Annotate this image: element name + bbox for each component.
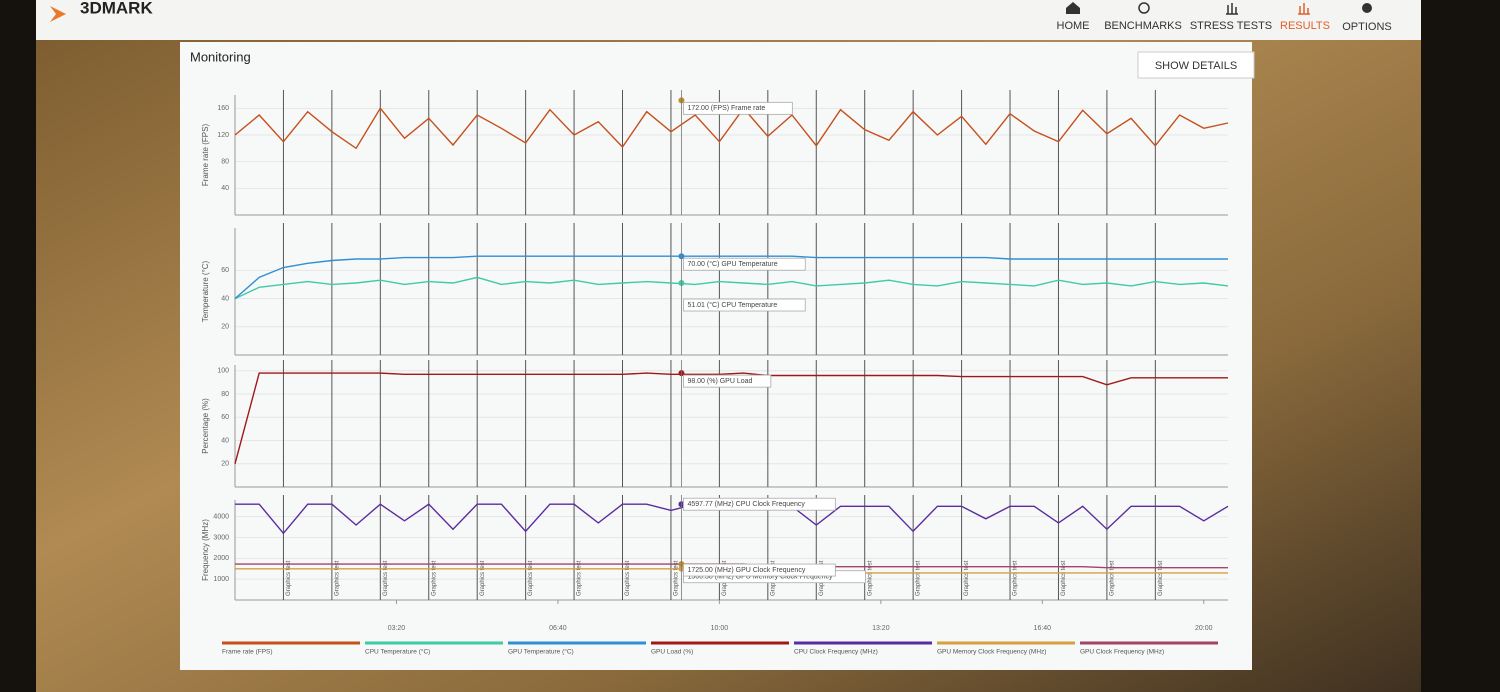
y-tick-label: 40 (221, 295, 229, 302)
x-tick-label: 10:00 (711, 625, 729, 632)
test-marker-label: Graphics test (431, 560, 437, 596)
legend-label: Frame rate (FPS) (222, 649, 273, 656)
test-marker-label: Graphics test (286, 560, 292, 596)
tooltip-box (683, 563, 836, 577)
y-tick-label: 120 (217, 132, 229, 139)
series-line (234, 372, 1228, 464)
y-axis-title: Temperature (°C) (201, 260, 210, 322)
tooltip-box (683, 101, 793, 115)
test-marker-label: Graphics test (577, 560, 583, 596)
legend-label: CPU Temperature (°C) (365, 648, 430, 656)
tooltip-text: 1725.00 (MHz) GPU Clock Frequency (687, 567, 805, 574)
show-details-label[interactable]: SHOW DETAILS (1155, 60, 1237, 72)
x-tick-label: 13:20 (872, 625, 890, 632)
nav-item[interactable]: BENCHMARKS (1104, 20, 1182, 32)
panel-title: Monitoring (190, 49, 251, 64)
x-tick-label: 20:00 (1195, 625, 1213, 632)
logo: 3DMARK (80, 0, 153, 17)
x-tick-label: 03:20 (388, 625, 406, 632)
benchmarks-icon (1138, 2, 1150, 14)
y-tick-label: 3000 (213, 534, 229, 541)
options-icon (1362, 3, 1372, 13)
legend-label: GPU Load (%) (651, 649, 693, 656)
y-tick-label: 80 (221, 159, 229, 166)
series-line (234, 255, 1228, 300)
tooltip-text: 98.00 (%) GPU Load (687, 378, 752, 385)
test-marker-label: Graphics test (625, 560, 631, 596)
test-marker-label: Graphics test (480, 560, 486, 596)
home-icon (1066, 2, 1080, 14)
series-line (234, 276, 1229, 300)
test-marker-label: Graphics test (383, 560, 389, 596)
y-tick-label: 2000 (213, 555, 229, 562)
tooltip-text: 172.00 (FPS) Frame rate (687, 105, 765, 112)
tooltip-text: 4597.77 (MHz) CPU Clock Frequency (687, 501, 805, 508)
nav-item[interactable]: HOME (1057, 20, 1090, 32)
nav-item[interactable]: OPTIONS (1342, 21, 1392, 33)
stress-icon (1226, 3, 1238, 15)
show-details-button[interactable] (1137, 51, 1255, 79)
tooltip-text: 51.01 (°C) CPU Temperature (687, 301, 777, 309)
x-tick-label: 06:40 (549, 625, 567, 632)
test-marker-label: Graphics test (1109, 560, 1115, 596)
tooltip-box (683, 497, 836, 511)
tooltip-box (683, 374, 772, 388)
tooltip-box (683, 257, 806, 271)
test-marker-label: Graphics test (964, 560, 970, 596)
y-axis-title: Percentage (%) (201, 398, 210, 454)
y-tick-label: 20 (221, 324, 229, 331)
nav-bar (36, 0, 1421, 40)
y-tick-label: 40 (221, 437, 229, 444)
test-marker-label: Graphics test (916, 560, 922, 596)
y-tick-label: 60 (221, 267, 229, 274)
test-marker-label: Graphics test (528, 560, 534, 596)
y-tick-label: 1000 (213, 576, 229, 583)
series-line (234, 107, 1229, 150)
logo-icon (50, 6, 66, 22)
test-marker-label: Graphics test (334, 560, 340, 596)
legend-label: GPU Temperature (°C) (508, 648, 574, 656)
test-marker-label: Graphics test (1061, 560, 1067, 596)
legend-label: GPU Memory Clock Frequency (MHz) (937, 649, 1046, 656)
tooltip-text: 70.00 (°C) GPU Temperature (687, 260, 777, 268)
tooltip-box (683, 298, 806, 312)
y-axis-title: Frequency (MHz) (201, 519, 210, 581)
legend-label: GPU Clock Frequency (MHz) (1080, 649, 1164, 656)
test-marker-label: Graphics test (1158, 560, 1164, 596)
test-marker-label: Graphics test (674, 560, 680, 596)
y-tick-label: 60 (221, 414, 229, 421)
nav-item[interactable]: RESULTS (1280, 20, 1330, 32)
y-tick-label: 80 (221, 391, 229, 398)
tooltip-text: 1500.38 (MHz) GPU Memory Clock Frequency (687, 574, 833, 581)
y-tick-label: 40 (221, 185, 229, 192)
y-tick-label: 100 (217, 368, 229, 375)
y-axis-title: Frame rate (FPS) (201, 124, 210, 187)
y-tick-label: 20 (221, 461, 229, 468)
nav-item[interactable]: STRESS TESTS (1190, 20, 1272, 32)
legend-label: CPU Clock Frequency (MHz) (794, 649, 878, 656)
test-marker-label: Graphics test (867, 560, 873, 596)
y-tick-label: 160 (217, 105, 229, 112)
results-icon (1298, 3, 1310, 15)
test-marker-label: Graphics test (1013, 560, 1019, 596)
x-tick-label: 16:40 (1034, 625, 1052, 632)
y-tick-label: 4000 (213, 514, 229, 521)
